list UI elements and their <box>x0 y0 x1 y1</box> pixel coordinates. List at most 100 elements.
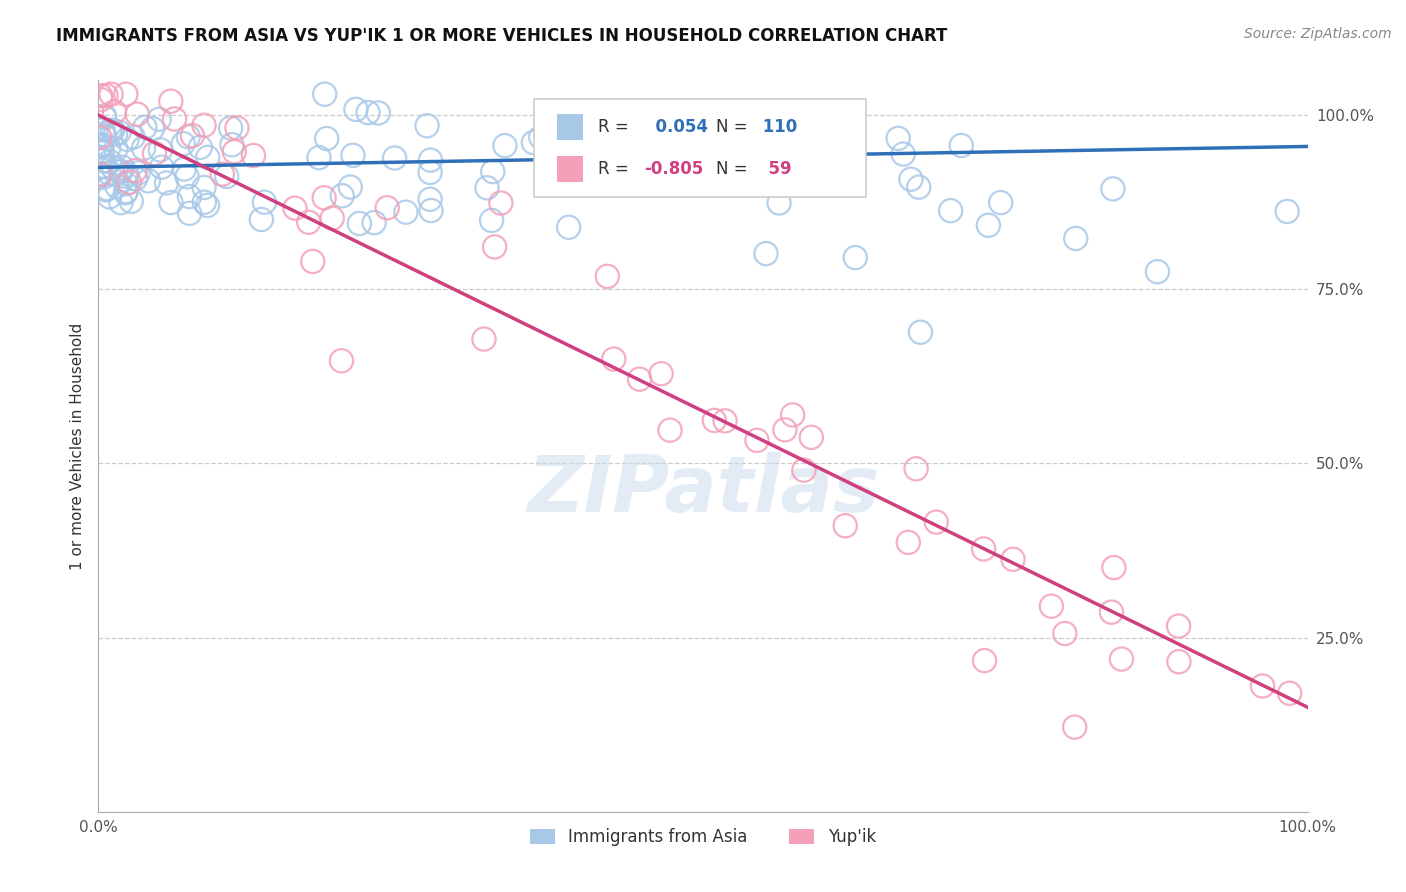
Point <box>250 212 273 227</box>
Point <box>419 165 441 179</box>
Point <box>1101 605 1123 619</box>
Point <box>633 136 655 150</box>
Point <box>98 154 121 169</box>
Text: N =: N = <box>716 118 748 136</box>
Point <box>105 179 128 194</box>
Text: N =: N = <box>716 160 748 178</box>
Point <box>603 352 626 367</box>
Point <box>745 434 768 448</box>
Point <box>420 203 443 218</box>
Point <box>93 129 115 144</box>
Point <box>1002 552 1025 566</box>
Point <box>103 104 125 119</box>
Point <box>163 112 186 126</box>
Point <box>122 130 145 145</box>
Point <box>93 128 115 142</box>
Point <box>321 211 343 226</box>
Point <box>703 413 725 427</box>
Point <box>100 87 122 102</box>
Point <box>96 181 118 195</box>
Point <box>115 132 138 146</box>
Point <box>925 515 948 529</box>
Point <box>110 195 132 210</box>
Point <box>104 142 127 156</box>
Point <box>349 217 371 231</box>
Text: -0.805: -0.805 <box>644 160 703 178</box>
Point <box>193 118 215 132</box>
Point <box>419 192 441 206</box>
Point <box>834 518 856 533</box>
Point <box>659 423 682 437</box>
Point <box>910 325 932 339</box>
Point <box>522 136 544 150</box>
Point <box>782 408 804 422</box>
Point <box>91 123 114 137</box>
Point <box>215 169 238 184</box>
Point <box>489 196 512 211</box>
Point <box>148 112 170 127</box>
Point <box>91 145 114 159</box>
Bar <box>557 156 583 182</box>
Point <box>219 120 242 135</box>
Point <box>181 128 204 143</box>
Point <box>897 535 920 549</box>
Point <box>89 168 111 182</box>
Point <box>990 195 1012 210</box>
Point <box>138 174 160 188</box>
Point <box>115 87 138 102</box>
Point <box>150 160 173 174</box>
Point <box>98 124 121 138</box>
Point <box>197 198 219 212</box>
Point <box>342 148 364 162</box>
Point <box>94 160 117 174</box>
Point <box>950 138 973 153</box>
Point <box>330 353 353 368</box>
Text: 110: 110 <box>758 118 797 136</box>
Point <box>1102 560 1125 574</box>
Text: IMMIGRANTS FROM ASIA VS YUP'IK 1 OR MORE VEHICLES IN HOUSEHOLD CORRELATION CHART: IMMIGRANTS FROM ASIA VS YUP'IK 1 OR MORE… <box>56 27 948 45</box>
Legend: Immigrants from Asia, Yup'ik: Immigrants from Asia, Yup'ik <box>522 820 884 855</box>
Point <box>124 171 146 186</box>
Point <box>395 205 418 219</box>
Text: ZIPatlas: ZIPatlas <box>527 452 879 528</box>
Point <box>1064 231 1087 245</box>
Point <box>89 140 111 154</box>
Point <box>1111 652 1133 666</box>
Point <box>94 88 117 103</box>
Text: 59: 59 <box>758 160 792 178</box>
FancyBboxPatch shape <box>534 99 866 197</box>
Point <box>973 654 995 668</box>
Point <box>111 161 134 175</box>
Point <box>314 191 336 205</box>
Text: R =: R = <box>598 118 628 136</box>
Point <box>90 93 112 107</box>
Point <box>221 137 243 152</box>
Point <box>419 153 441 168</box>
Point <box>357 105 380 120</box>
Point <box>530 130 553 145</box>
Point <box>176 169 198 184</box>
Point <box>124 163 146 178</box>
Point <box>330 188 353 202</box>
Point <box>494 138 516 153</box>
Point <box>160 195 183 210</box>
Point <box>104 127 127 141</box>
Point <box>844 251 866 265</box>
Point <box>900 172 922 186</box>
Point <box>367 106 389 120</box>
Point <box>118 175 141 189</box>
Point <box>339 180 361 194</box>
Point <box>344 103 367 117</box>
Point <box>93 169 115 184</box>
Point <box>596 269 619 284</box>
Point <box>907 180 929 194</box>
Text: Source: ZipAtlas.com: Source: ZipAtlas.com <box>1244 27 1392 41</box>
Point <box>110 164 132 178</box>
Point <box>1167 655 1189 669</box>
Point <box>887 131 910 145</box>
Point <box>1275 204 1298 219</box>
Point <box>115 177 138 191</box>
Point <box>90 88 112 103</box>
Point <box>973 541 995 556</box>
Point <box>98 190 121 204</box>
